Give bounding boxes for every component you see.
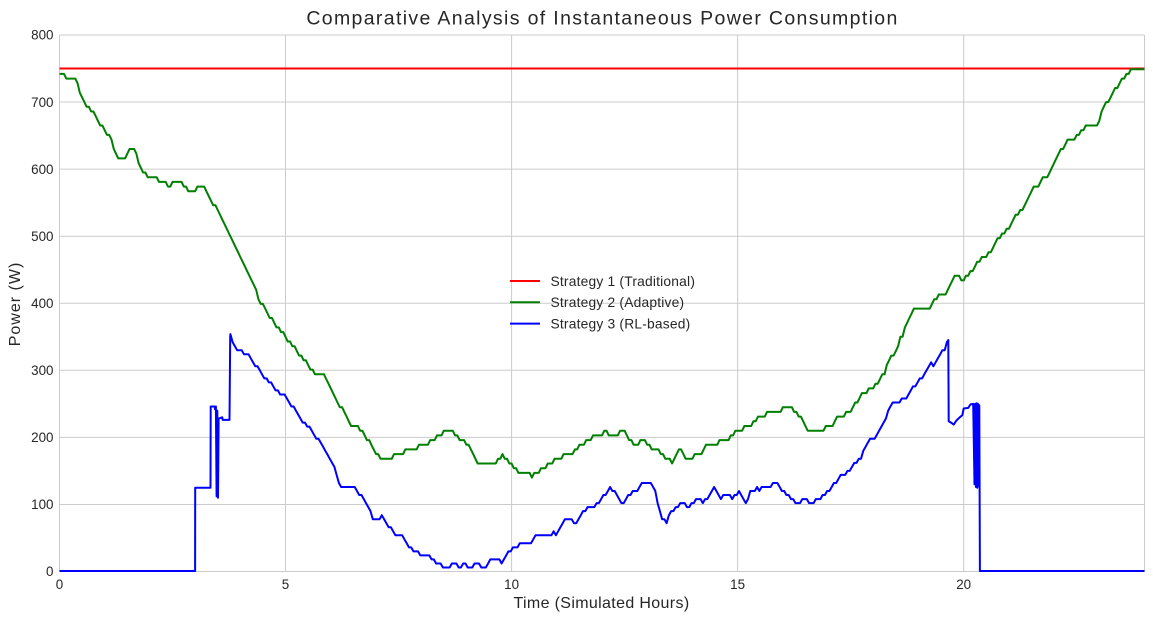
svg-text:600: 600 [31, 162, 53, 177]
svg-text:0: 0 [56, 577, 63, 592]
svg-text:500: 500 [31, 229, 53, 244]
svg-text:Power (W): Power (W) [7, 262, 24, 347]
svg-text:10: 10 [504, 577, 519, 592]
svg-text:Strategy 2 (Adaptive): Strategy 2 (Adaptive) [551, 295, 685, 310]
svg-text:0: 0 [46, 564, 53, 579]
svg-text:Strategy 1 (Traditional): Strategy 1 (Traditional) [551, 274, 696, 289]
svg-text:20: 20 [956, 577, 971, 592]
svg-text:700: 700 [31, 95, 53, 110]
svg-text:300: 300 [31, 363, 53, 378]
svg-text:15: 15 [730, 577, 745, 592]
svg-text:800: 800 [31, 28, 53, 43]
svg-text:Comparative Analysis of Instan: Comparative Analysis of Instantaneous Po… [306, 8, 898, 30]
svg-text:Strategy 3 (RL-based): Strategy 3 (RL-based) [551, 316, 691, 331]
svg-text:5: 5 [282, 577, 289, 592]
svg-text:200: 200 [31, 430, 53, 445]
svg-text:400: 400 [31, 296, 53, 311]
svg-text:Time (Simulated Hours): Time (Simulated Hours) [513, 595, 689, 612]
svg-text:100: 100 [31, 497, 53, 512]
